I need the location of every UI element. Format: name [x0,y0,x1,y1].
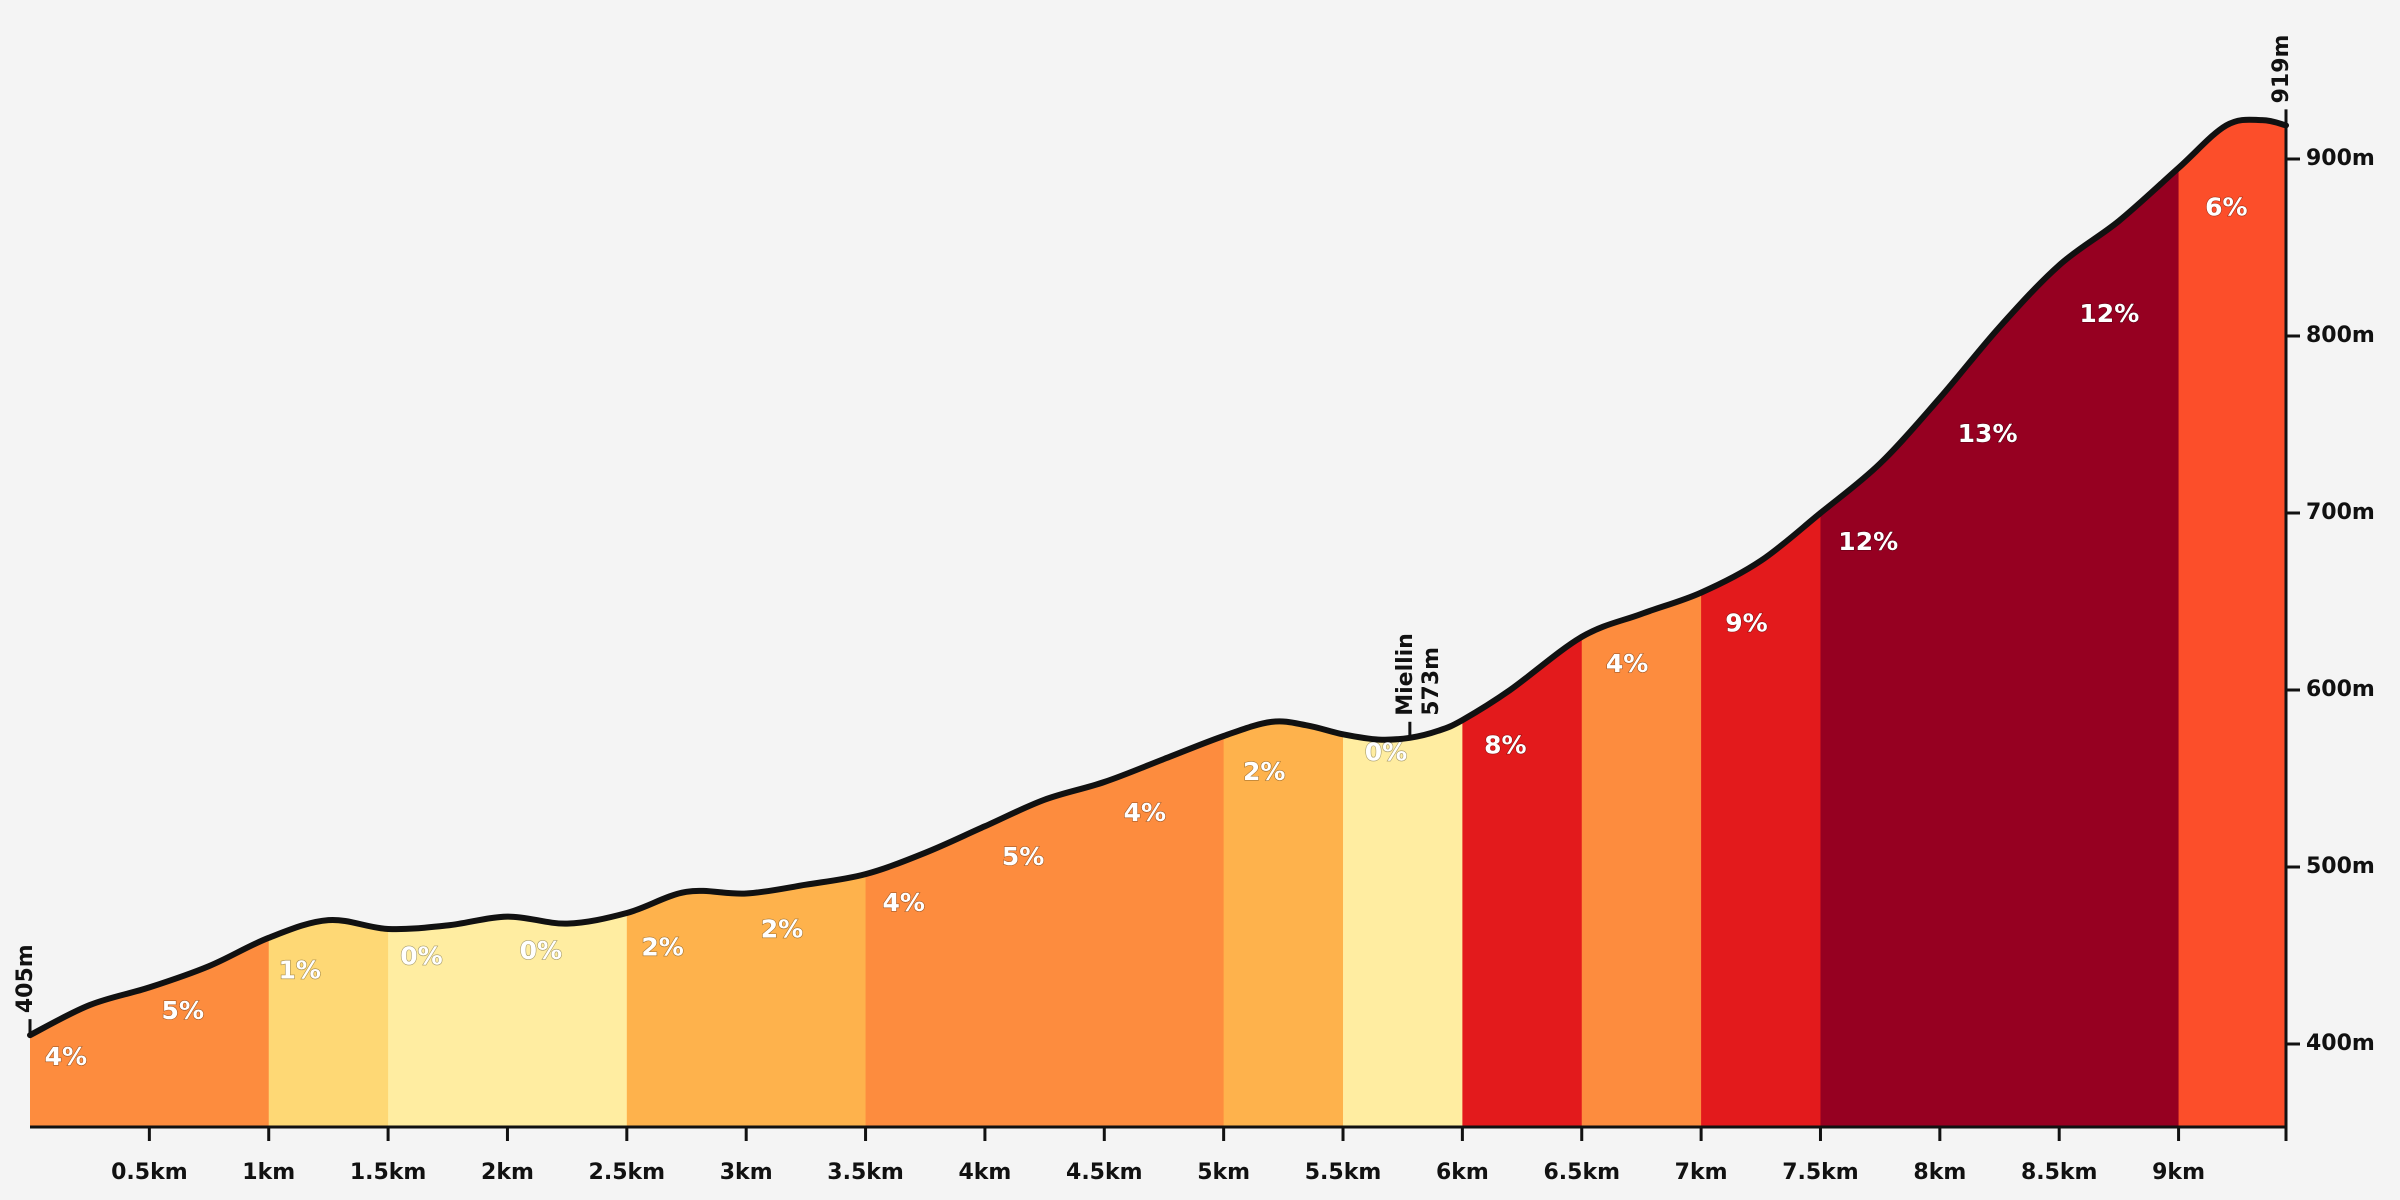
y-tick-label-4: 800m [2306,323,2375,348]
grade-label-3: 0% [400,941,442,970]
marker-label-2-0: 919m [2269,35,2294,104]
grade-label-10: 2% [1243,757,1285,786]
grade-label-14: 9% [1725,609,1767,638]
x-tick-label-15: 8km [1913,1160,1966,1185]
grade-label-6: 2% [761,915,803,944]
marker-label-1-1: 573m [1419,647,1444,716]
segment-fill-18 [2178,119,2286,1127]
segment-fill-13 [1581,119,1702,1127]
x-tick-label-1: 1km [242,1160,295,1185]
x-tick-label-8: 4.5km [1066,1160,1143,1185]
grade-label-0: 4% [45,1042,87,1071]
segment-fill-7 [865,119,1225,1127]
profile-line [27,116,2289,1039]
x-tick-label-9: 5km [1197,1160,1250,1185]
x-tick-label-4: 2.5km [589,1160,666,1185]
segment-fill-12 [1462,119,1583,1127]
grade-label-1: 5% [162,996,204,1025]
segment-fill-15 [1820,119,2180,1127]
x-tick-label-13: 7km [1675,1160,1728,1185]
y-tick-label-1: 500m [2306,854,2375,879]
grade-label-9: 4% [1124,798,1166,827]
grade-label-4: 0% [520,936,562,965]
marker-label-1-0: Miellin [1393,633,1418,716]
grade-label-12: 8% [1484,731,1526,760]
grade-segments [30,119,2286,1127]
grade-label-18: 6% [2205,193,2247,222]
grade-label-2: 1% [279,955,321,984]
x-tick-label-16: 8.5km [2021,1160,2098,1185]
grade-label-17: 12% [2079,299,2139,328]
x-tick-label-12: 6.5km [1543,1160,1620,1185]
x-tick-label-17: 9km [2152,1160,2205,1185]
x-tick-label-10: 5.5km [1305,1160,1382,1185]
x-tick-label-6: 3.5km [827,1160,904,1185]
x-tick-label-3: 2km [481,1160,534,1185]
y-tick-label-0: 400m [2306,1031,2375,1056]
segment-fill-0 [30,119,270,1127]
grade-label-5: 2% [641,932,683,961]
x-axis: 0.5km 1km 1.5km 2km 2.5km 3km 3.5km 4km 4.5km 5km… [30,1125,2288,1185]
x-tick-label-2: 1.5km [350,1160,427,1185]
x-tick-label-11: 6km [1436,1160,1489,1185]
segment-fill-10 [1223,119,1344,1127]
grade-label-11: 0% [1365,738,1407,767]
grade-label-7: 4% [883,888,925,917]
grade-label-16: 13% [1958,419,2018,448]
segment-fill-11 [1343,119,1463,1127]
y-tick-label-5: 900m [2306,146,2375,171]
grade-labels: 4% 5% 1% 0% 0% 2% 2% 4% 5% 4% 2% 0% 8% 4% 9% 12% 13% 12% 6… [44,192,2248,1072]
grade-label-15: 12% [1838,527,1898,556]
grade-label-8: 5% [1002,842,1044,871]
grade-label-13: 4% [1606,649,1648,678]
x-tick-label-14: 7.5km [1782,1160,1859,1185]
x-tick-label-7: 4km [958,1160,1011,1185]
y-tick-label-3: 700m [2306,500,2375,525]
marker-label-0-0: 405m [13,944,38,1013]
y-axis: 400m 500m 600m 700m 800m 900m [2284,120,2375,1127]
x-tick-label-0: 0.5km [111,1160,188,1185]
x-tick-label-5: 3km [720,1160,773,1185]
y-tick-label-2: 600m [2306,677,2375,702]
elevation-markers: 405m Miellin 573m 919m [13,35,2294,1036]
